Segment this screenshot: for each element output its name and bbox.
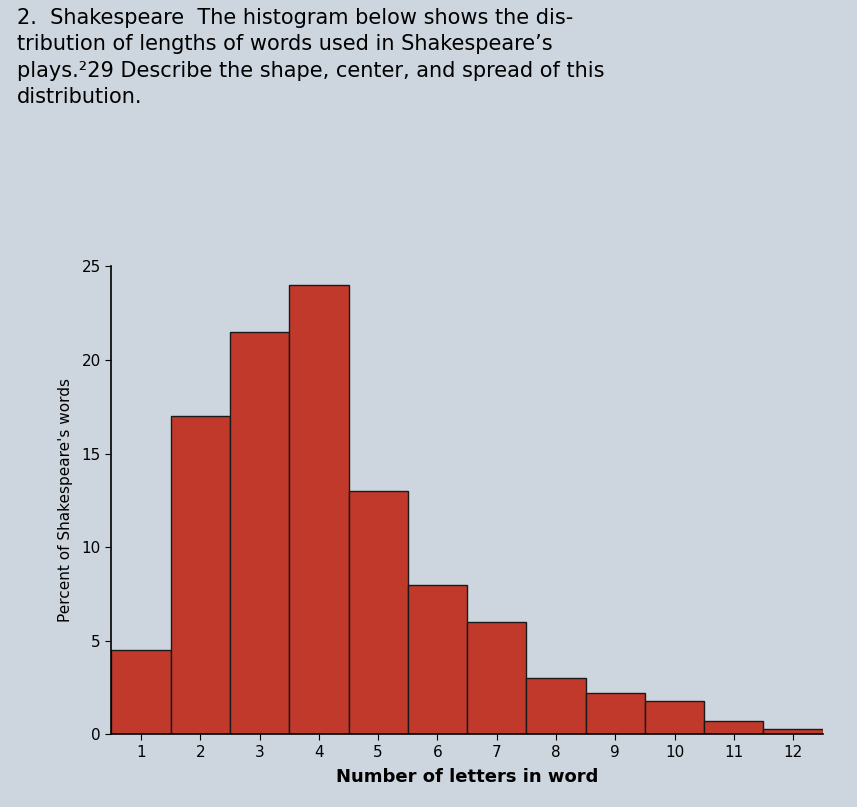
Bar (349, 491, 408, 734)
Bar (171, 416, 230, 734)
X-axis label: Number of letters in word: Number of letters in word (336, 768, 598, 786)
Y-axis label: Percent of Shakespeare's words: Percent of Shakespeare's words (58, 378, 74, 622)
Bar (585, 693, 644, 734)
Bar (644, 700, 704, 734)
Bar (408, 584, 467, 734)
Bar (467, 622, 526, 734)
Text: 2.  Shakespeare  The histogram below shows the dis-
tribution of lengths of word: 2. Shakespeare The histogram below shows… (17, 8, 605, 107)
Bar (704, 721, 764, 734)
Bar (764, 729, 823, 734)
Bar (289, 285, 349, 734)
Bar (111, 650, 171, 734)
Bar (230, 332, 289, 734)
Bar (526, 678, 585, 734)
